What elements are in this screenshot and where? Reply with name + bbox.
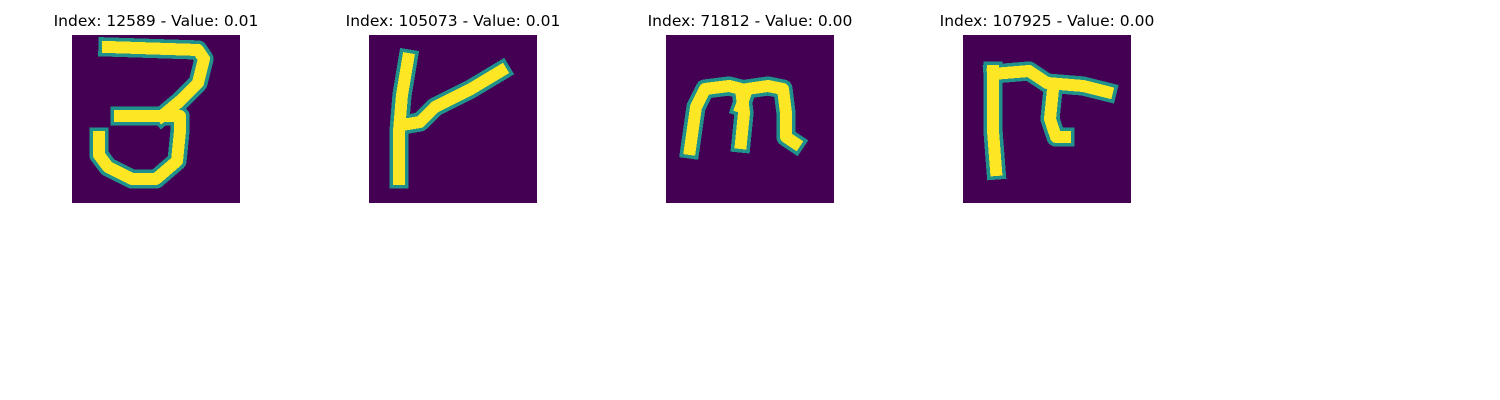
glyph-image xyxy=(72,35,240,203)
panel-title: Index: 12589 - Value: 0.01 xyxy=(53,12,259,30)
panel-1: Index: 12589 - Value: 0.01 xyxy=(26,0,286,210)
panel-2: Index: 105073 - Value: 0.01 xyxy=(323,0,583,210)
glyph-image xyxy=(369,35,537,203)
glyph-image xyxy=(963,35,1131,203)
panel-title: Index: 107925 - Value: 0.00 xyxy=(939,12,1155,30)
panel-title: Index: 71812 - Value: 0.00 xyxy=(647,12,853,30)
panel-3: Index: 71812 - Value: 0.00 xyxy=(620,0,880,210)
panel-title: Index: 105073 - Value: 0.01 xyxy=(345,12,561,30)
panel-4: Index: 107925 - Value: 0.00 xyxy=(917,0,1177,210)
glyph-image xyxy=(666,35,834,203)
